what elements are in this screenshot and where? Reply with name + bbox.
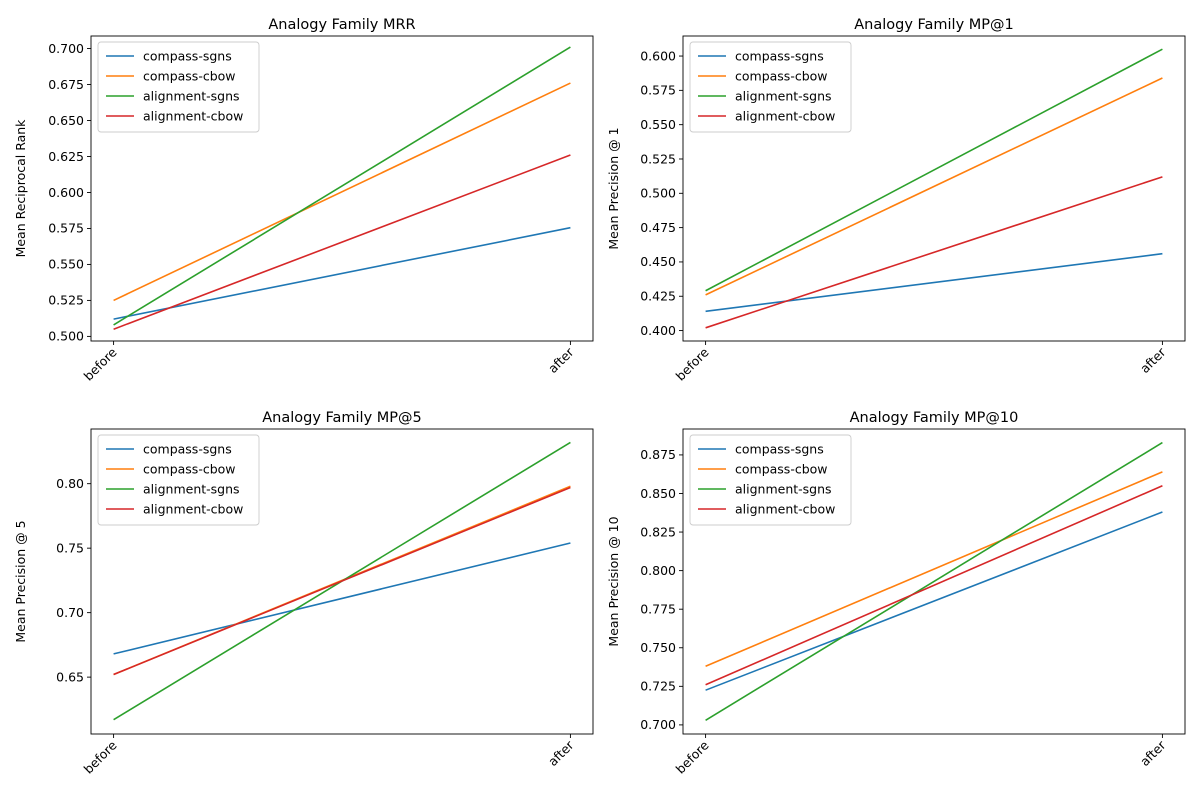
legend-entry: compass-sgns [143,49,232,64]
chart-title: Analogy Family MRR [268,17,415,33]
chart-title: Analogy Family MP@5 [262,410,422,426]
y-tick-label: 0.775 [640,601,676,616]
y-tick-label: 0.500 [640,186,676,201]
y-tick-label: 0.600 [640,48,676,63]
series-line-compass-sgns [705,252,1163,313]
series-line-compass-sgns [705,511,1163,691]
legend-entry: compass-sgns [735,49,824,64]
chart-panel-3: Analogy Family MP@5 Mean Precision @ 5 0.6… [13,410,594,777]
legend-box [689,41,852,133]
legend-entry: alignment-sgns [735,482,832,497]
x-tick-label: before [81,737,120,776]
y-tick-label: 0.75 [56,540,84,555]
legend: compass-sgns compass-cbow alignment-sgns al… [97,41,260,133]
y-tick-label: 0.575 [640,83,676,98]
legend: compass-sgns compass-cbow alignment-sgns al… [689,434,852,526]
legend-entry: compass-sgns [143,442,232,457]
axes-frame [90,35,594,342]
legend-box [689,434,852,526]
y-tick-label: 0.475 [640,220,676,235]
legend-entry: alignment-cbow [735,502,835,517]
legend-entry: alignment-cbow [143,109,243,124]
series-line-alignment-sgns [113,46,571,326]
series-line-compass-cbow [705,471,1163,668]
x-tick-label: after [1137,344,1169,376]
y-axis-label: Mean Reciprocal Rank [13,119,28,258]
chart-title: Analogy Family MP@10 [850,410,1019,426]
legend-box [97,434,260,526]
y-tick-label: 0.850 [640,486,676,501]
y-tick-label: 0.450 [640,254,676,269]
axes-frame [90,428,594,735]
axes-frame [682,428,1186,735]
legend-entry: compass-cbow [735,462,828,477]
y-tick-label: 0.700 [640,717,676,732]
chart-panel-2: Analogy Family MP@1 Mean Precision @ 1 0.4… [606,17,1186,384]
y-axis-label: Mean Precision @ 5 [13,520,28,642]
x-tick-label: after [1137,737,1169,769]
y-tick-label: 0.700 [48,41,84,56]
x-tick-label: after [545,344,577,376]
y-tick-label: 0.65 [56,669,84,684]
legend-entry: alignment-cbow [735,109,835,124]
series-line-compass-sgns [113,542,571,655]
series-line-compass-sgns [113,226,571,320]
legend-entry: alignment-cbow [143,502,243,517]
legend-entry: alignment-sgns [735,89,832,104]
legend: compass-sgns compass-cbow alignment-sgns al… [689,41,852,133]
axes-frame [682,35,1186,342]
y-tick-label: 0.800 [640,563,676,578]
legend-entry: compass-sgns [735,442,824,457]
y-tick-label: 0.725 [640,679,676,694]
y-tick-label: 0.875 [640,447,676,462]
series-line-alignment-cbow [705,485,1163,686]
legend-entry: alignment-sgns [143,89,240,104]
chart-panel-1: Analogy Family MRR Mean Reciprocal Rank 0.… [13,17,594,384]
legend-entry: compass-cbow [143,69,236,84]
y-tick-label: 0.650 [48,113,84,128]
series-line-compass-cbow [113,82,571,302]
y-tick-label: 0.500 [48,329,84,344]
series-line-alignment-sgns [705,48,1163,292]
y-tick-label: 0.400 [640,323,676,338]
y-tick-label: 0.425 [640,289,676,304]
x-tick-label: before [673,344,712,383]
y-tick-label: 0.625 [48,149,84,164]
y-axis-label: Mean Precision @ 10 [606,516,621,646]
y-tick-label: 0.70 [56,605,84,620]
y-tick-label: 0.750 [640,640,676,655]
y-tick-label: 0.600 [48,185,84,200]
legend-entry: alignment-sgns [143,482,240,497]
x-tick-label: before [673,737,712,776]
series-line-alignment-cbow [705,176,1163,329]
series-line-alignment-cbow [113,486,571,676]
series-line-alignment-sgns [705,441,1163,721]
legend-entry: compass-cbow [735,69,828,84]
y-tick-label: 0.550 [640,117,676,132]
y-tick-label: 0.825 [640,524,676,539]
y-tick-label: 0.525 [48,293,84,308]
y-tick-label: 0.550 [48,257,84,272]
chart-title: Analogy Family MP@1 [854,17,1014,33]
y-axis-label: Mean Precision @ 1 [606,127,621,249]
legend-box [97,41,260,133]
series-line-alignment-cbow [113,154,571,330]
y-tick-label: 0.675 [48,77,84,92]
y-tick-label: 0.525 [640,151,676,166]
x-tick-label: before [81,344,120,383]
y-tick-label: 0.575 [48,221,84,236]
legend-entry: compass-cbow [143,462,236,477]
x-tick-label: after [545,737,577,769]
legend: compass-sgns compass-cbow alignment-sgns al… [97,434,260,526]
series-line-compass-cbow [705,77,1163,296]
y-tick-label: 0.80 [56,476,84,491]
chart-panel-4: Analogy Family MP@10 Mean Precision @ 10 0… [606,410,1186,777]
